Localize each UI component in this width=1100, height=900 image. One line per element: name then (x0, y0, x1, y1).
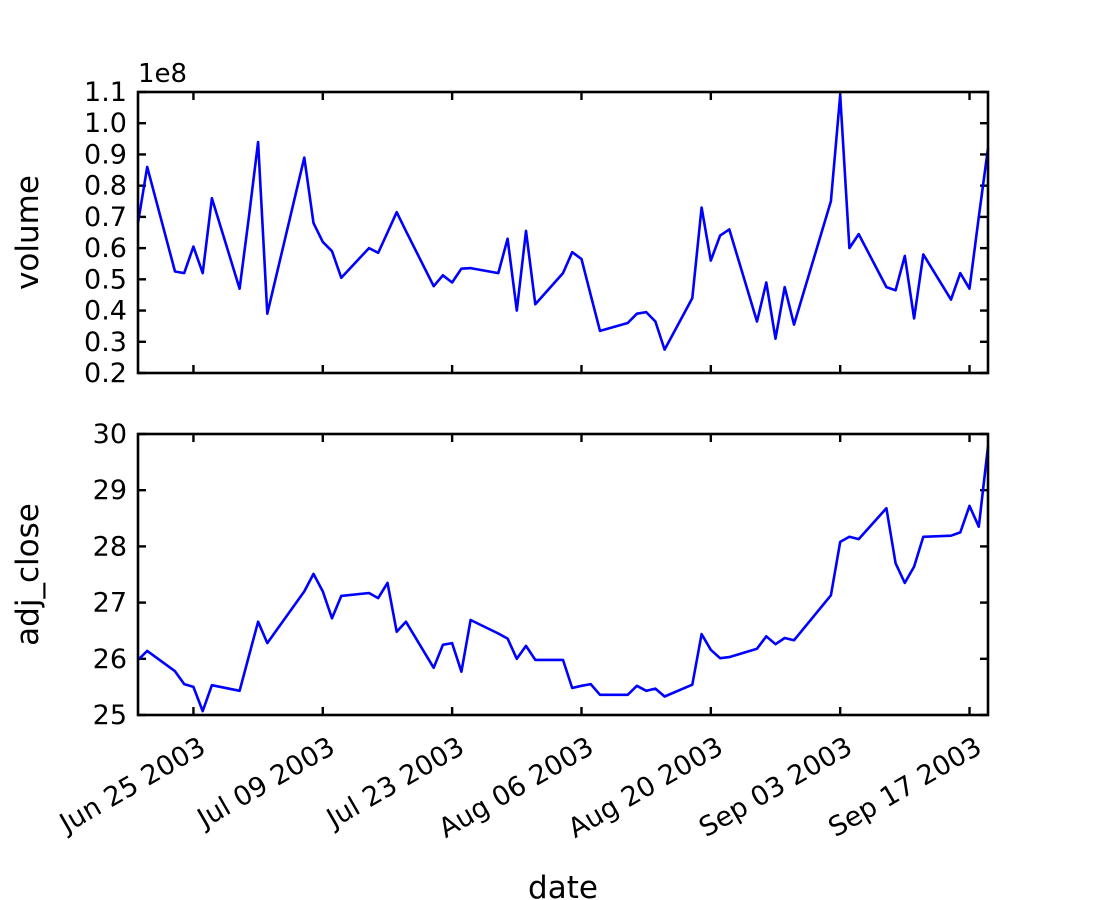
x-tick-label: Jun 25 2003 (53, 731, 211, 840)
y-tick-label: 0.9 (84, 139, 127, 170)
y-tick-label: 0.2 (84, 358, 127, 389)
y-tick-label: 26 (93, 644, 127, 675)
offset-text-1e8: 1e8 (138, 59, 187, 89)
x-tick-label: Jul 09 2003 (191, 731, 341, 835)
date-axis-label: date (528, 870, 598, 900)
axes-spines (136, 432, 990, 717)
volume-line (136, 93, 990, 351)
y-tick-label: 29 (93, 475, 127, 506)
y-tick-label: 0.3 (84, 327, 127, 358)
adj-close-line (137, 446, 990, 713)
y-tick-label: 1.0 (84, 108, 127, 139)
y-tick-label: 0.8 (84, 171, 127, 202)
adj-close-axis-label: adj_close (10, 503, 46, 646)
y-tick-label: 0.6 (84, 233, 127, 264)
y-tick-label: 1.1 (84, 77, 127, 108)
axes-spines (136, 90, 990, 375)
y-tick-label: 0.4 (84, 296, 127, 327)
y-tick-label: 25 (93, 700, 127, 731)
y-tick-label: 30 (93, 419, 127, 450)
y-tick-label: 0.7 (84, 202, 127, 233)
volume-axis-label: volume (10, 175, 46, 290)
y-tick-label: 27 (93, 588, 127, 619)
y-tick-label: 28 (93, 531, 127, 562)
y-tick-label: 0.5 (84, 264, 127, 295)
